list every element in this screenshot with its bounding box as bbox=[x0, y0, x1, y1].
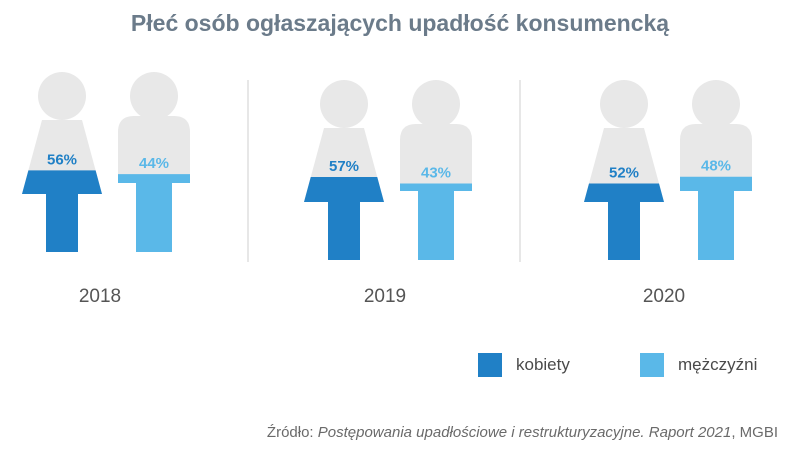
man-head bbox=[692, 80, 740, 128]
source-note: Źródło: Postępowania upadłościowe i rest… bbox=[267, 424, 778, 441]
man-legs-fill bbox=[136, 183, 172, 252]
legend-item-men: mężczyźni bbox=[640, 353, 757, 377]
legend-item-women: kobiety bbox=[478, 353, 570, 377]
women-value-label: 52% bbox=[609, 164, 639, 181]
woman-head bbox=[38, 72, 86, 120]
legend-label-men: mężczyźni bbox=[678, 355, 758, 374]
man-torso-empty bbox=[400, 124, 472, 191]
man-fill bbox=[400, 183, 472, 260]
figure-group-2019: 57% 43% bbox=[304, 80, 472, 260]
man-fill bbox=[118, 174, 190, 252]
source-prefix: Źródło: bbox=[266, 424, 318, 441]
figure-group-2020: 52% 48% bbox=[584, 80, 752, 260]
man-torso-empty bbox=[118, 116, 190, 183]
men-value-label: 44% bbox=[139, 155, 169, 172]
women-value-label: 57% bbox=[329, 158, 359, 175]
men-value-label: 43% bbox=[421, 165, 451, 182]
source-title: Postępowania upadłościowe i restrukturyz… bbox=[317, 424, 732, 441]
woman-skirt-fill bbox=[304, 177, 384, 202]
man-fill bbox=[680, 176, 752, 260]
woman-head bbox=[320, 80, 368, 128]
woman-fill bbox=[304, 177, 384, 260]
woman-skirt-fill bbox=[22, 170, 102, 194]
men-value-label: 48% bbox=[701, 158, 731, 175]
year-label-2018: 2018 bbox=[79, 286, 121, 307]
year-label-2020: 2020 bbox=[643, 286, 685, 307]
woman-head bbox=[600, 80, 648, 128]
man-torso-fill bbox=[400, 183, 472, 191]
woman-legs-fill bbox=[46, 194, 78, 252]
man-head bbox=[412, 80, 460, 128]
year-label-2019: 2019 bbox=[364, 286, 406, 307]
man-legs-fill bbox=[698, 191, 734, 260]
man-torso-empty bbox=[680, 124, 752, 191]
man-legs-fill bbox=[418, 191, 454, 260]
woman-skirt-fill bbox=[584, 183, 664, 202]
legend-swatch-women bbox=[478, 353, 502, 377]
woman-fill bbox=[22, 170, 102, 252]
figure-group-2018: 56% 44% bbox=[22, 72, 190, 252]
woman-legs-fill bbox=[328, 202, 360, 260]
legend-swatch-men bbox=[640, 353, 664, 377]
man-head bbox=[130, 72, 178, 120]
source-suffix: , MGBI bbox=[731, 424, 778, 441]
woman-legs-fill bbox=[608, 202, 640, 260]
chart-title: Płeć osób ogłaszających upadłość konsume… bbox=[130, 10, 670, 36]
woman-fill bbox=[584, 183, 664, 260]
man-torso-fill bbox=[680, 176, 752, 191]
man-torso-fill bbox=[118, 174, 190, 183]
women-value-label: 56% bbox=[47, 151, 77, 168]
legend-label-women: kobiety bbox=[516, 355, 570, 374]
